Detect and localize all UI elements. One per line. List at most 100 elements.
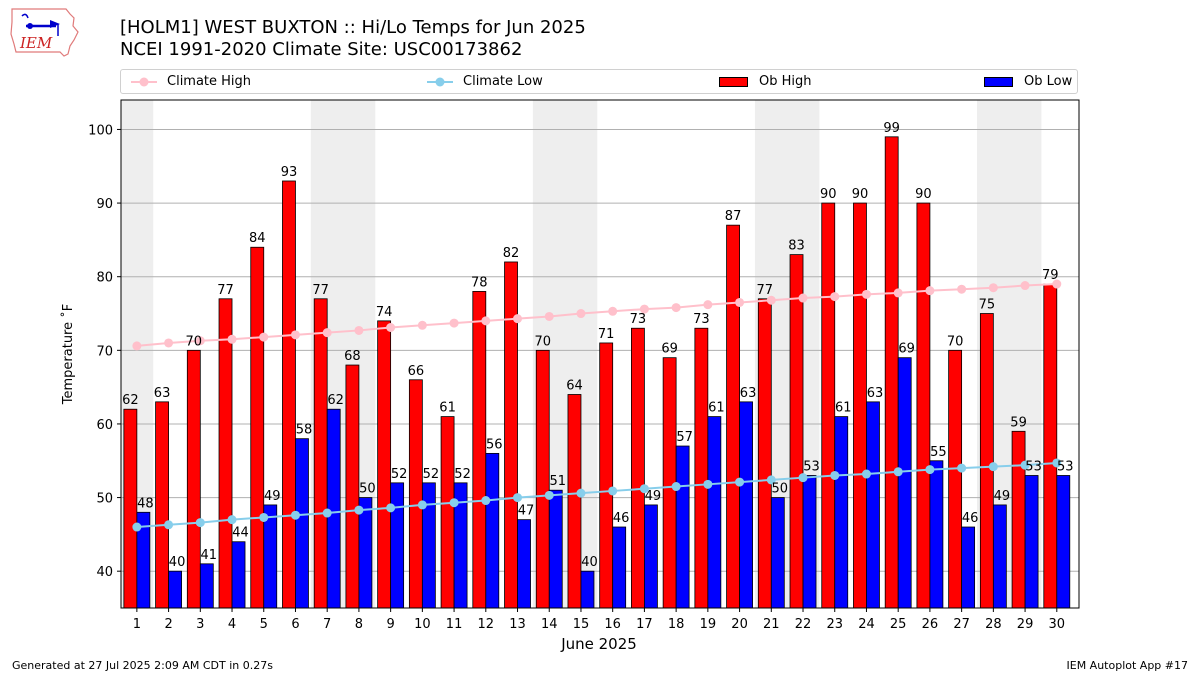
ob-high-bar — [504, 261, 518, 609]
climate-low-point — [195, 518, 205, 528]
ob-low-label: 50 — [772, 482, 789, 497]
ob-low-bar — [739, 401, 753, 609]
ob-high-bar — [916, 202, 931, 609]
ob-high-bar — [440, 416, 455, 609]
logo-text: IEM — [19, 34, 53, 52]
generated-timestamp: Generated at 27 Jul 2025 2:09 AM CDT in … — [12, 659, 273, 672]
x-tick-label: 19 — [700, 617, 717, 632]
x-tick-label: 27 — [953, 617, 970, 632]
climate-high-point — [449, 318, 459, 328]
x-tick-label: 7 — [323, 617, 331, 632]
app-label: IEM Autoplot App #17 — [1066, 659, 1189, 672]
x-tick-label: 5 — [260, 617, 268, 632]
x-tick-label: 21 — [763, 617, 780, 632]
x-tick-label: 4 — [228, 617, 236, 632]
x-tick-label: 14 — [541, 617, 558, 632]
ob-high-bar — [313, 298, 328, 609]
climate-low-point — [766, 475, 776, 485]
ob-low-label: 69 — [898, 342, 915, 357]
x-tick-label: 11 — [446, 617, 463, 632]
y-tick-label: 50 — [96, 492, 113, 507]
y-tick-label: 80 — [96, 271, 113, 286]
x-tick-label: 9 — [386, 617, 394, 632]
ob-low-label: 57 — [676, 430, 693, 445]
ob-high-bar — [218, 298, 233, 609]
x-tick-label: 28 — [985, 617, 1002, 632]
climate-low-point — [449, 498, 459, 508]
ob-high-bar — [948, 349, 963, 609]
ob-low-label: 40 — [169, 555, 186, 570]
ob-high-bar — [757, 298, 772, 609]
climate-low-point — [988, 462, 998, 472]
ob-low-bar — [644, 504, 658, 609]
climate-low-point — [513, 493, 523, 503]
ob-low-label: 51 — [549, 474, 566, 489]
ob-low-label: 61 — [708, 401, 725, 416]
climate-low-point — [861, 469, 871, 479]
ob-high-bar — [123, 408, 138, 609]
ob-low-label: 62 — [327, 393, 344, 408]
x-tick-label: 16 — [604, 617, 621, 632]
climate-low-point — [798, 473, 808, 483]
climate-low-point — [354, 505, 364, 515]
ob-high-bar — [377, 320, 392, 609]
ob-low-label: 48 — [137, 496, 154, 511]
ob-low-bar — [992, 504, 1007, 609]
ob-low-bar — [517, 519, 531, 609]
climate-high-point — [766, 295, 776, 305]
ob-high-label: 61 — [439, 401, 456, 416]
climate-high-point — [671, 303, 681, 313]
climate-high-point — [608, 306, 618, 316]
climate-low-point — [259, 512, 269, 522]
ob-high-label: 90 — [820, 187, 837, 202]
climate-high-point — [481, 316, 491, 326]
ob-high-bar — [631, 327, 645, 609]
ob-high-bar — [408, 379, 423, 609]
x-tick-label: 6 — [291, 617, 299, 632]
climate-low-line — [136, 461, 1057, 529]
ob-low-bar — [326, 408, 341, 609]
ob-low-label: 52 — [391, 467, 408, 482]
y-axis-label: Temperature ˚F — [60, 304, 76, 405]
climate-low-point — [671, 482, 681, 492]
iem-logo: IEM — [8, 6, 82, 58]
climate-high-point — [354, 325, 364, 335]
ob-high-label: 83 — [788, 239, 805, 254]
climate-high-point — [1020, 281, 1030, 291]
ob-high-label: 64 — [566, 378, 583, 393]
ob-low-label: 49 — [994, 489, 1011, 504]
ob-low-label: 52 — [454, 467, 471, 482]
climate-high-point — [893, 288, 903, 298]
climate-low-point — [164, 520, 174, 530]
climate-low-point — [290, 510, 300, 520]
ob-high-label: 87 — [725, 209, 742, 224]
climate-high-line-icon — [131, 77, 157, 86]
ob-high-bar — [1011, 430, 1026, 609]
climate-high-point — [513, 314, 523, 324]
ob-high-label: 78 — [471, 275, 488, 290]
climate-high-point — [544, 311, 554, 321]
ob-high-label: 77 — [217, 283, 234, 298]
climate-low-point — [925, 465, 935, 475]
ob-high-bar — [884, 136, 899, 609]
y-tick-label: 90 — [96, 197, 113, 212]
ob-low-bar — [897, 357, 912, 609]
ob-high-label: 77 — [757, 283, 774, 298]
ob-high-label: 93 — [281, 165, 298, 180]
climate-high-point — [132, 341, 142, 351]
legend-climate-low: Climate Low — [427, 70, 543, 93]
climate-high-line — [136, 283, 1057, 347]
x-tick-label: 29 — [1017, 617, 1034, 632]
climate-low-point — [386, 503, 396, 513]
ob-low-bar — [866, 401, 880, 609]
ob-high-bar — [789, 254, 804, 609]
ob-low-label: 44 — [232, 526, 249, 541]
ob-low-bar — [199, 563, 214, 609]
climate-low-point — [227, 515, 237, 525]
x-tick-label: 17 — [636, 617, 653, 632]
x-tick-label: 10 — [414, 617, 431, 632]
ob-low-bar — [961, 526, 976, 609]
climate-high-point — [227, 334, 237, 344]
ob-low-label: 61 — [835, 401, 852, 416]
ob-high-label: 62 — [122, 393, 139, 408]
